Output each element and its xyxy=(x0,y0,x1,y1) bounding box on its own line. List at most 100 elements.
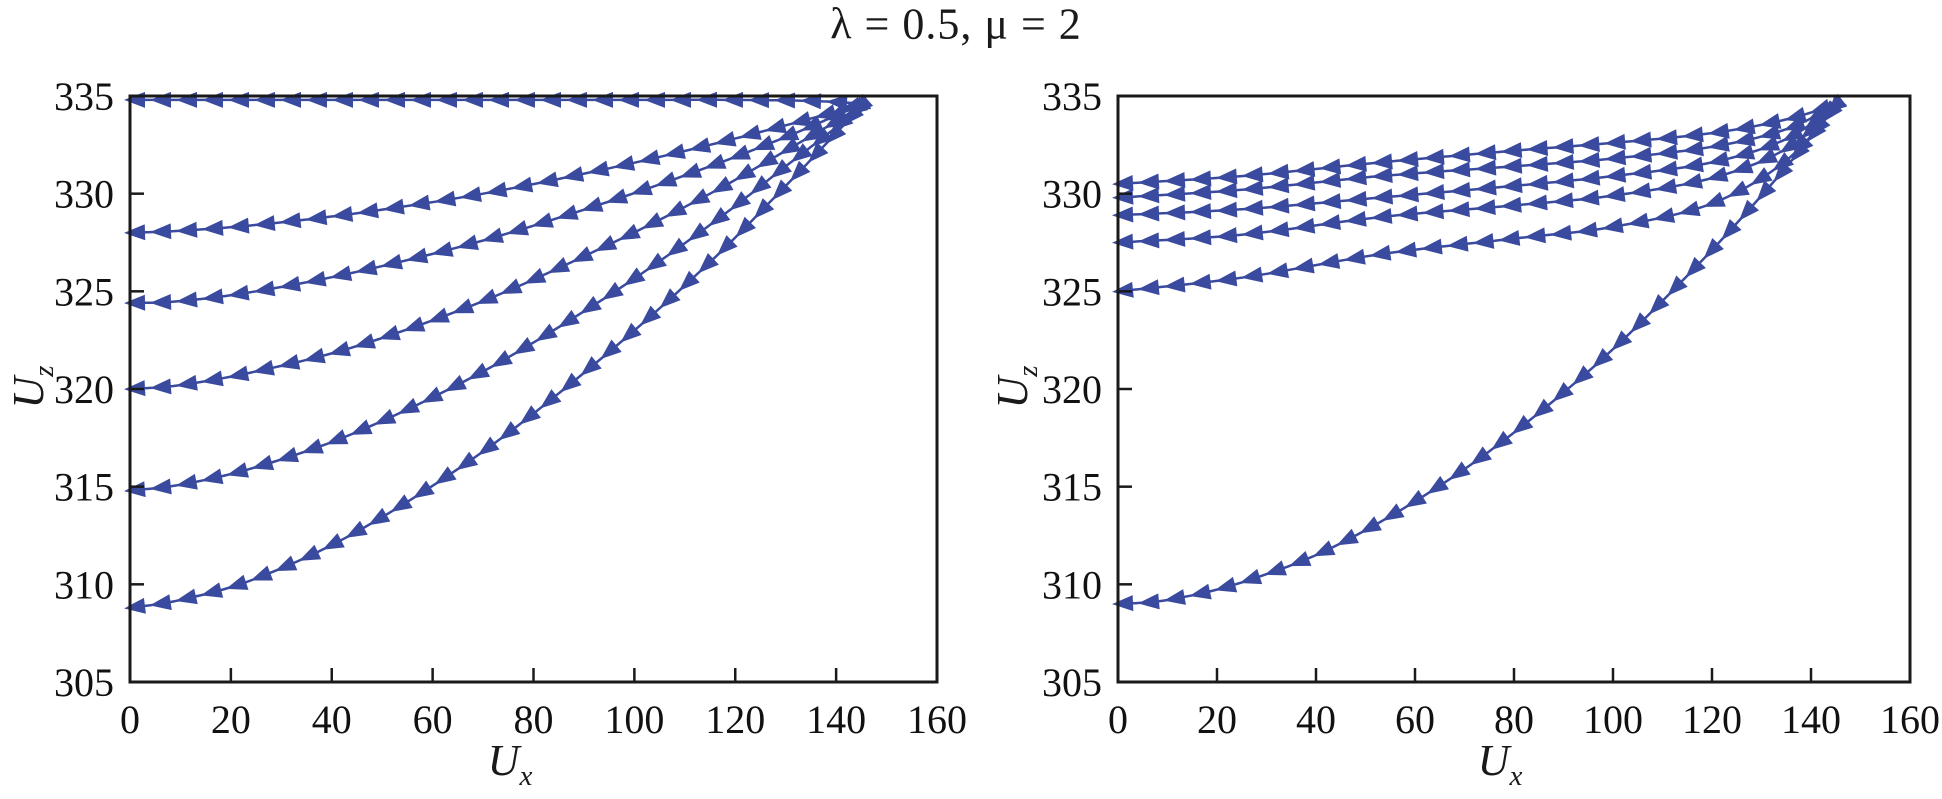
left-triangle-marker xyxy=(252,359,275,376)
y-tick-label: 310 xyxy=(54,562,114,607)
x-tick-label: 0 xyxy=(120,697,140,742)
right-ticks xyxy=(1116,94,1912,684)
left-triangle-marker xyxy=(1112,595,1134,612)
left-triangle-marker xyxy=(1757,135,1781,151)
left-triangle-marker xyxy=(1319,172,1342,188)
left-triangle-marker xyxy=(406,247,429,264)
y-tick-label: 335 xyxy=(1042,74,1102,119)
x-tick-label: 80 xyxy=(1494,697,1534,742)
left-triangle-marker xyxy=(1189,170,1212,187)
left-triangle-marker xyxy=(1163,276,1186,293)
left-triangle-marker xyxy=(808,141,829,163)
left-triangle-marker xyxy=(717,235,738,256)
left-triangle-marker xyxy=(735,216,757,238)
left-curves xyxy=(124,91,874,614)
left-triangle-marker xyxy=(1215,201,1238,218)
left-triangle-marker xyxy=(1500,142,1523,159)
left-triangle-marker xyxy=(1733,118,1756,135)
left-triangle-marker xyxy=(779,137,802,155)
left-triangle-marker xyxy=(1552,153,1575,170)
left-triangle-marker xyxy=(1707,150,1730,167)
left-triangle-marker xyxy=(1344,210,1367,227)
left-triangle-marker xyxy=(1604,133,1626,150)
left-triangle-marker xyxy=(1336,528,1359,546)
left-triangle-marker xyxy=(250,565,274,581)
left-triangle-marker xyxy=(1292,257,1315,274)
left-triangle-marker xyxy=(1526,140,1549,156)
left-triangle-marker xyxy=(278,275,302,292)
left-triangle-marker xyxy=(1359,516,1382,534)
left-xlabel-sub: x xyxy=(519,760,533,793)
left-triangle-marker xyxy=(1189,273,1212,290)
left-triangle-marker xyxy=(1629,182,1652,199)
x-tick-label: 100 xyxy=(1583,697,1643,742)
left-triangle-marker xyxy=(1371,167,1393,184)
left-triangle-marker xyxy=(1313,540,1336,557)
left-triangle-marker xyxy=(1189,184,1212,201)
left-trajectory-end-308.8 xyxy=(124,102,865,614)
x-tick-label: 20 xyxy=(1197,697,1237,742)
left-triangle-marker xyxy=(1189,583,1212,600)
left-triangle-marker xyxy=(331,205,354,222)
left-triangle-marker xyxy=(1112,206,1134,223)
left-triangle-marker xyxy=(560,372,582,393)
left-triangle-marker xyxy=(477,436,500,456)
left-triangle-marker xyxy=(1552,172,1575,189)
left-triangle-marker xyxy=(1782,124,1805,142)
left-triangle-marker xyxy=(800,115,824,131)
left-triangle-marker xyxy=(355,259,378,276)
left-triangle-marker xyxy=(638,149,661,165)
left-triangle-marker xyxy=(358,91,379,108)
left-triangle-marker xyxy=(1604,149,1627,166)
left-triangle-marker xyxy=(1630,131,1652,148)
left-triangle-marker xyxy=(397,397,421,414)
left-triangle-marker xyxy=(201,288,224,305)
left-triangle-marker xyxy=(1112,233,1134,250)
left-triangle-marker xyxy=(149,594,172,611)
left-triangle-marker xyxy=(1343,248,1366,265)
left-triangle-marker xyxy=(630,180,653,196)
left-triangle-marker xyxy=(434,466,457,485)
x-tick-label: 140 xyxy=(1781,697,1841,742)
left-triangle-marker xyxy=(540,389,562,409)
left-triangle-marker xyxy=(444,374,467,392)
x-tick-label: 120 xyxy=(1682,697,1742,742)
left-triangle-marker xyxy=(481,227,505,243)
left-triangle-marker xyxy=(201,219,224,236)
left-triangle-marker xyxy=(1655,178,1678,194)
left-triangle-marker xyxy=(1397,165,1419,182)
left-triangle-marker xyxy=(659,288,681,309)
left-triangle-marker xyxy=(1604,166,1627,183)
left-triangle-marker xyxy=(201,370,224,387)
left-triangle-marker xyxy=(1773,160,1794,182)
left-triangle-marker xyxy=(353,333,377,349)
left-triangle-marker xyxy=(374,408,397,425)
left-triangle-marker xyxy=(1550,224,1572,241)
trajectory-line xyxy=(1117,102,1839,293)
left-triangle-marker xyxy=(739,124,762,140)
left-triangle-marker xyxy=(1703,191,1726,207)
left-triangle-marker xyxy=(1214,576,1238,593)
left-triangle-marker xyxy=(1575,221,1598,238)
trajectory-line xyxy=(129,102,865,391)
left-triangle-marker xyxy=(1526,194,1548,211)
left-triangle-marker xyxy=(378,324,401,341)
left-triangle-marker xyxy=(1758,124,1782,140)
left-triangle-marker xyxy=(1382,503,1405,521)
left-triangle-marker xyxy=(1524,227,1546,244)
left-triangle-marker xyxy=(1215,270,1238,287)
left-triangle-marker xyxy=(826,94,848,111)
left-triangle-marker xyxy=(1656,143,1678,160)
left-triangle-marker xyxy=(456,234,479,250)
left-triangle-marker xyxy=(200,582,224,598)
left-triangle-marker xyxy=(1138,205,1160,222)
left-triangle-marker xyxy=(750,175,772,195)
left-triangle-marker xyxy=(490,350,513,368)
left-triangle-marker xyxy=(1215,168,1238,185)
left-triangle-marker xyxy=(427,307,450,323)
left-triangle-marker xyxy=(1783,115,1807,131)
left-triangle-marker xyxy=(1578,169,1601,186)
left-triangle-marker xyxy=(1733,130,1756,147)
left-triangle-marker xyxy=(679,162,703,178)
